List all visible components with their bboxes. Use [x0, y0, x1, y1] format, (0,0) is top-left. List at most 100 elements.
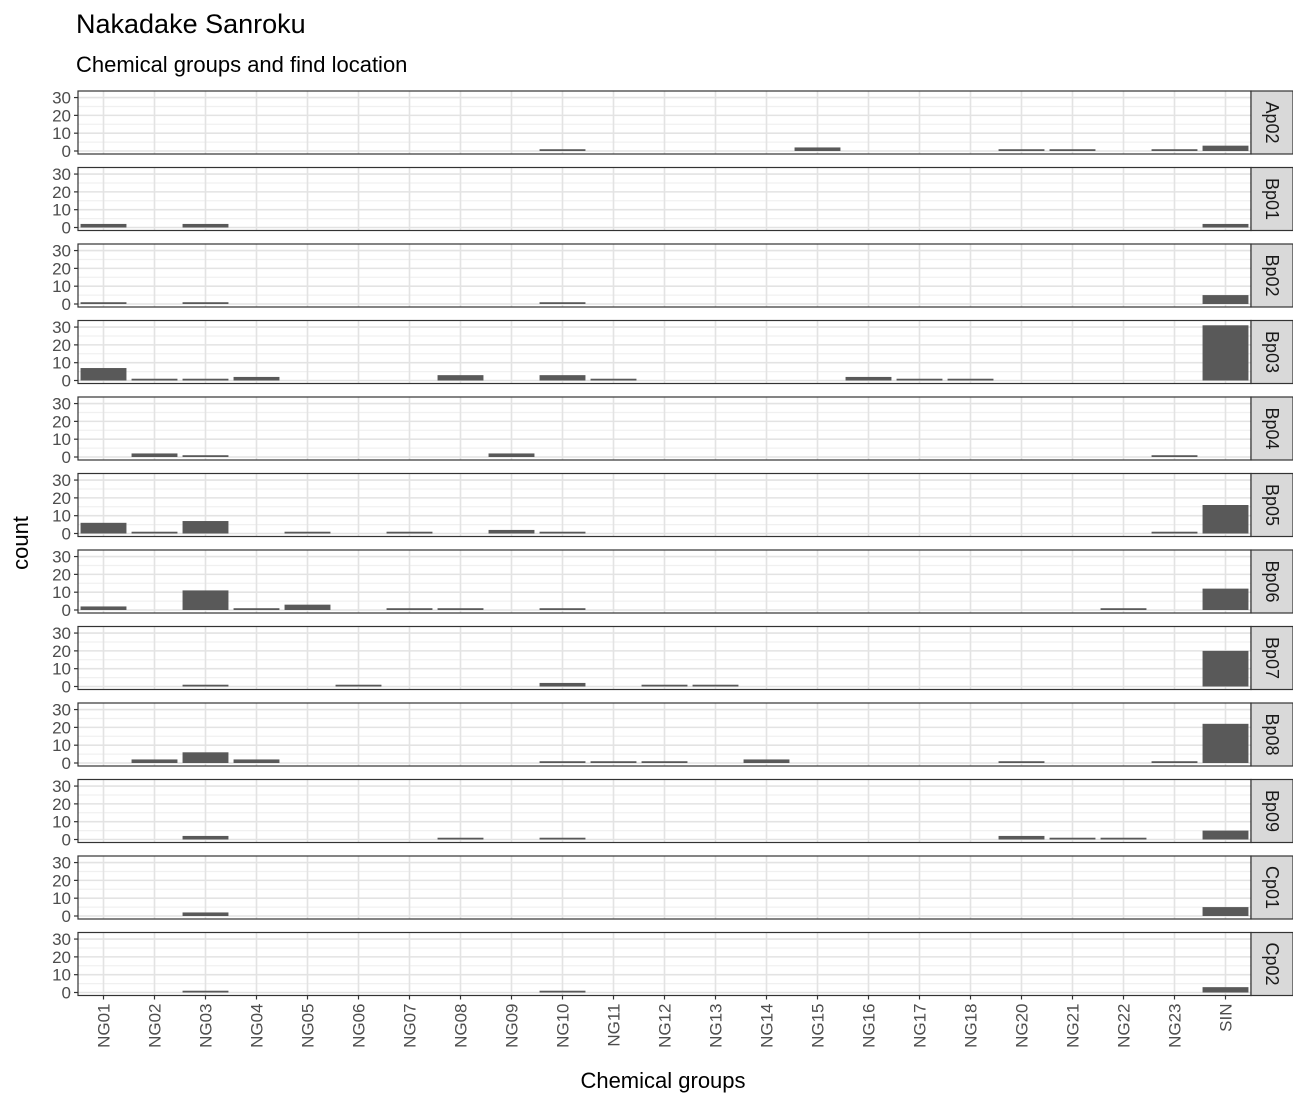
- bar: [437, 837, 484, 840]
- facet-strip-label: Bp06: [1262, 560, 1282, 602]
- x-tick-label: NG11: [605, 1004, 624, 1047]
- y-tick-label: 10: [52, 124, 71, 143]
- bar: [1202, 588, 1249, 610]
- bar: [539, 302, 586, 304]
- bar: [1202, 505, 1249, 534]
- y-tick-label: 20: [52, 336, 71, 355]
- bar: [539, 375, 586, 381]
- bar: [131, 759, 178, 763]
- bar: [539, 682, 586, 687]
- y-tick-label: 20: [52, 183, 71, 202]
- bar: [1202, 987, 1249, 993]
- y-tick-label: 30: [52, 165, 71, 184]
- y-tick-label: 10: [52, 507, 71, 526]
- bar: [386, 531, 433, 534]
- y-tick-label: 20: [52, 642, 71, 661]
- facet-strip: [1250, 90, 1293, 155]
- bar: [794, 147, 841, 151]
- y-tick-label: 20: [52, 259, 71, 278]
- x-tick-label: NG10: [554, 1004, 573, 1048]
- bar: [1100, 608, 1147, 610]
- y-tick-label: 30: [52, 318, 71, 337]
- x-tick-label: NG08: [452, 1004, 471, 1048]
- y-tick-label: 0: [62, 907, 71, 926]
- x-tick-label: NG20: [1013, 1004, 1032, 1048]
- bar: [131, 531, 178, 534]
- bar: [743, 759, 790, 763]
- bar: [539, 149, 586, 151]
- y-tick-label: 0: [62, 295, 71, 314]
- x-tick-label: NG14: [758, 1004, 777, 1048]
- y-tick-label: 10: [52, 889, 71, 908]
- bar: [896, 378, 943, 381]
- bar: [998, 761, 1045, 763]
- bar: [182, 684, 229, 687]
- bar: [437, 608, 484, 610]
- bar: [539, 761, 586, 763]
- facet-strip: [1250, 396, 1293, 461]
- bar: [1202, 907, 1249, 916]
- bar: [539, 837, 586, 840]
- x-tick-label: NG18: [962, 1004, 981, 1048]
- x-tick-label: NG21: [1064, 1004, 1083, 1048]
- y-tick-label: 20: [52, 412, 71, 431]
- facet-strip: [1250, 625, 1293, 691]
- bar: [437, 375, 484, 381]
- y-tick-label: 10: [52, 813, 71, 832]
- bar: [233, 376, 280, 381]
- facet-strip-label: Bp08: [1262, 713, 1282, 755]
- facet-strip: [1250, 472, 1293, 538]
- y-tick-label: 0: [62, 525, 71, 544]
- y-tick-label: 0: [62, 678, 71, 697]
- bar: [1202, 723, 1249, 763]
- y-tick-label: 30: [52, 89, 71, 108]
- facet-strip: [1250, 243, 1293, 308]
- bar: [182, 990, 229, 993]
- bar: [284, 604, 331, 610]
- bar: [182, 302, 229, 304]
- y-tick-label: 10: [52, 277, 71, 296]
- bar: [182, 590, 229, 610]
- bar: [845, 376, 892, 381]
- bar: [182, 521, 229, 534]
- y-tick-label: 0: [62, 984, 71, 1003]
- bar: [1202, 325, 1249, 381]
- y-tick-label: 10: [52, 966, 71, 985]
- bar: [80, 368, 127, 381]
- x-tick-label: SIN: [1217, 1004, 1236, 1032]
- y-tick-label: 30: [52, 930, 71, 949]
- facet-panels: 0102030Ap020102030Bp010102030Bp020102030…: [52, 89, 1293, 1003]
- y-tick-label: 0: [62, 831, 71, 850]
- y-tick-label: 10: [52, 583, 71, 602]
- bar: [1202, 295, 1249, 304]
- bar: [131, 378, 178, 381]
- y-tick-label: 10: [52, 354, 71, 373]
- bar: [80, 223, 127, 228]
- facet-strip-label: Ap02: [1262, 101, 1282, 143]
- x-tick-label: NG07: [401, 1004, 420, 1048]
- bar: [1202, 223, 1249, 228]
- y-tick-label: 30: [52, 854, 71, 873]
- bar: [539, 990, 586, 993]
- bar: [539, 531, 586, 534]
- facet-strip: [1250, 319, 1293, 385]
- facet-strip: [1250, 166, 1293, 232]
- facet-strip-label: Bp04: [1262, 407, 1282, 449]
- x-tick-label: NG16: [860, 1004, 879, 1048]
- y-tick-label: 20: [52, 871, 71, 890]
- y-tick-label: 30: [52, 624, 71, 643]
- bar: [182, 835, 229, 840]
- y-tick-label: 20: [52, 718, 71, 737]
- facet-strip-label: Cp02: [1262, 942, 1282, 985]
- y-tick-label: 10: [52, 430, 71, 449]
- bar: [1202, 650, 1249, 687]
- bar: [182, 912, 229, 916]
- x-tick-label: NG03: [197, 1004, 216, 1048]
